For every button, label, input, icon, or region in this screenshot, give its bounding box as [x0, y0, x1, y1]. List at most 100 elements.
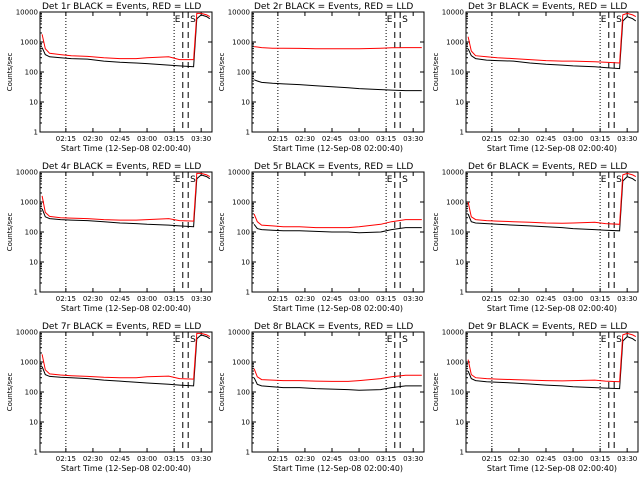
panel-7-y-tick-label: 10000 [16, 329, 38, 337]
panel-5-x-tick-label: 02:45 [322, 295, 342, 303]
panel-8-y-tick-label: 1 [246, 449, 250, 457]
panel-2-x-tick-label: 02:30 [295, 135, 315, 143]
panel-7-marker-e: E [175, 335, 181, 345]
panel-6-x-tick-label: 02:30 [509, 295, 529, 303]
panel-2-x-axis-label: Start Time (12-Sep-08 02:00:40) [273, 144, 403, 153]
panel-6-events-series-line [467, 176, 637, 232]
panel-7-x-tick-label: 02:15 [56, 455, 76, 463]
panel-2-events-series-line [253, 79, 422, 92]
panel-9-y-tick-label: 1 [460, 449, 464, 457]
panel-9-y-tick-label: 10000 [442, 329, 464, 337]
panel-8-x-axis-label: Start Time (12-Sep-08 02:00:40) [273, 464, 403, 473]
panel-9-x-tick-label: 02:45 [536, 455, 556, 463]
panel-8-title: Det 8r BLACK = Events, RED = LLD [254, 322, 413, 332]
panel-6-marker-e: E [601, 175, 607, 185]
panel-4-y-tick-label: 10000 [16, 169, 38, 177]
panel-3-x-tick-label: 03:15 [590, 135, 610, 143]
panel-7-x-tick-label: 03:30 [191, 455, 211, 463]
panel-3-y-tick-label: 10 [455, 99, 464, 107]
panel-8-x-tick-label: 03:15 [376, 455, 396, 463]
panel-5-x-tick-label: 03:30 [403, 295, 423, 303]
panel-4-x-tick-label: 02:45 [110, 295, 130, 303]
panel-5-y-tick-label: 10 [241, 259, 250, 267]
panel-4-x-tick-label: 03:15 [164, 295, 184, 303]
panel-2-y-axis-label: Counts/sec [218, 53, 226, 92]
panel-7-x-tick-label: 02:30 [83, 455, 103, 463]
panel-3-events-series-line [467, 16, 637, 70]
panel-9-lld-series-line [467, 332, 637, 383]
panel-2-title: Det 2r BLACK = Events, RED = LLD [254, 2, 413, 12]
panel-1-y-tick-label: 10000 [16, 9, 38, 17]
panel-6-y-tick-label: 100 [451, 229, 464, 237]
panel-8-y-tick-label: 100 [237, 389, 250, 397]
panel-9-y-tick-label: 10 [455, 419, 464, 427]
panel-8-x-tick-label: 02:45 [322, 455, 342, 463]
panel-3-marker-s: S [616, 15, 622, 25]
panel-9-x-tick-label: 02:15 [482, 455, 502, 463]
panel-1-y-tick-label: 10 [29, 99, 38, 107]
panel-9-x-tick-label: 03:30 [617, 455, 637, 463]
panel-8-marker-e: E [387, 335, 393, 345]
panel-5-lld-series-line [253, 213, 422, 229]
panel-3-y-tick-label: 10000 [442, 9, 464, 17]
panel-2-y-tick-label: 1 [246, 129, 250, 137]
panel-4-x-tick-label: 02:30 [83, 295, 103, 303]
panel-3-x-tick-label: 03:00 [563, 135, 583, 143]
panel-1-events-series-line [41, 14, 211, 68]
panel-1-y-tick-label: 100 [25, 69, 38, 77]
panel-4-marker-s: S [190, 175, 196, 185]
panel-9-title: Det 9r BLACK = Events, RED = LLD [468, 322, 627, 332]
panel-2-x-tick-label: 03:00 [349, 135, 369, 143]
panel-7-x-tick-label: 03:00 [137, 455, 157, 463]
panel-1-x-tick-label: 02:45 [110, 135, 130, 143]
panel-2-x-tick-label: 02:45 [322, 135, 342, 143]
panel-2-lld-series-line [254, 46, 422, 50]
panel-1-title: Det 1r BLACK = Events, RED = LLD [42, 2, 201, 12]
panel-1-marker-e: E [175, 15, 181, 25]
panel-5-y-axis-label: Counts/sec [218, 213, 226, 252]
panel-4-x-tick-label: 02:15 [56, 295, 76, 303]
panel-6-y-tick-label: 1000 [446, 199, 464, 207]
panel-8-x-tick-label: 02:15 [268, 455, 288, 463]
panel-5-x-tick-label: 02:30 [295, 295, 315, 303]
panel-8-y-tick-label: 10 [241, 419, 250, 427]
panel-2-x-tick-label: 03:15 [376, 135, 396, 143]
panel-8-y-tick-label: 1000 [232, 359, 250, 367]
panel-7-y-tick-label: 1000 [20, 359, 38, 367]
panel-6-y-tick-label: 10 [455, 259, 464, 267]
panel-8-marker-s: S [402, 335, 408, 345]
panel-7-y-axis-label: Counts/sec [6, 373, 14, 412]
panel-4-y-axis-label: Counts/sec [6, 213, 14, 252]
panel-8-x-tick-label: 03:30 [403, 455, 423, 463]
panel-5-x-tick-label: 03:15 [376, 295, 396, 303]
panel-2-y-tick-label: 10 [241, 99, 250, 107]
panel-1-x-axis-label: Start Time (12-Sep-08 02:00:40) [61, 144, 191, 153]
panel-6-x-tick-label: 03:30 [617, 295, 637, 303]
panel-3-title: Det 3r BLACK = Events, RED = LLD [468, 2, 627, 12]
panel-7-x-axis-label: Start Time (12-Sep-08 02:00:40) [61, 464, 191, 473]
panel-4-y-tick-label: 10 [29, 259, 38, 267]
panel-5-events-series-line [253, 224, 422, 234]
panel-9-x-axis-label: Start Time (12-Sep-08 02:00:40) [487, 464, 617, 473]
panel-4-y-tick-label: 100 [25, 229, 38, 237]
panel-5-marker-e: E [387, 175, 393, 185]
panel-5-x-axis-label: Start Time (12-Sep-08 02:00:40) [273, 304, 403, 313]
panel-3-marker-e: E [601, 15, 607, 25]
panel-1-x-tick-label: 03:30 [191, 135, 211, 143]
panel-9-events-series-line [467, 336, 637, 390]
panel-6-y-tick-label: 10000 [442, 169, 464, 177]
panel-2-y-tick-label: 100 [237, 69, 250, 77]
panel-9-marker-e: E [601, 335, 607, 345]
panel-2-x-tick-label: 03:30 [403, 135, 423, 143]
panel-8-y-axis-label: Counts/sec [218, 373, 226, 412]
panel-6-x-tick-label: 02:15 [482, 295, 502, 303]
panel-3-x-tick-label: 02:15 [482, 135, 502, 143]
panel-8-x-tick-label: 03:00 [349, 455, 369, 463]
panel-5-y-tick-label: 1 [246, 289, 250, 297]
panel-6-x-tick-label: 02:45 [536, 295, 556, 303]
panel-5-marker-s: S [402, 175, 408, 185]
panel-4-x-tick-label: 03:00 [137, 295, 157, 303]
panel-4-title: Det 4r BLACK = Events, RED = LLD [42, 162, 201, 172]
panel-3-x-tick-label: 02:30 [509, 135, 529, 143]
